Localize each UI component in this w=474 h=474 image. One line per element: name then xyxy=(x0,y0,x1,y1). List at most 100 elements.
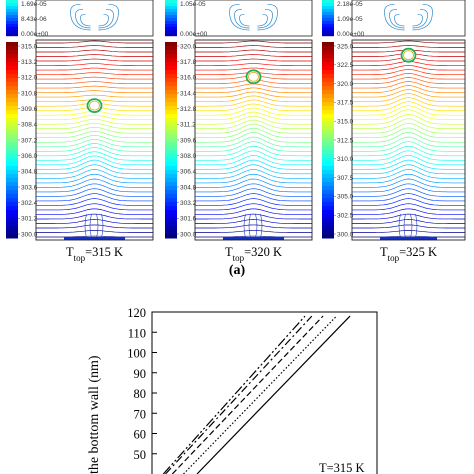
isotherm-line xyxy=(195,83,312,89)
vortex-streamline xyxy=(70,3,91,31)
line-chart: 50 60 70 80 90 100 110 120 n the bottom wall (nm… xyxy=(87,306,378,474)
vortex-streamline xyxy=(412,13,423,27)
colorbar-tick-label: 304.8 xyxy=(21,169,38,176)
bottom-heater xyxy=(380,237,437,240)
colorbar-cell xyxy=(6,226,18,231)
colorbar-cell xyxy=(165,78,177,83)
isotherms xyxy=(352,40,465,240)
isotherm-line xyxy=(36,155,153,166)
colorbar-cell xyxy=(165,90,177,95)
colorbar-tick-label: 300.0 xyxy=(180,231,197,238)
panel-p320: 1.05e-05 0.00e+00 320.0 317.8 316.0 314.4 312.… xyxy=(165,0,313,241)
colorbar-tick-label: 301.2 xyxy=(21,216,38,223)
caption-subscript: top xyxy=(388,253,400,263)
colorbar-cell xyxy=(6,206,18,211)
series-line-dashdot xyxy=(165,315,313,474)
small-colorbar-cell xyxy=(165,27,177,31)
colorbar-tick-label: 302.4 xyxy=(21,200,38,207)
colorbar-cell xyxy=(6,222,18,227)
colorbar-cell xyxy=(322,82,334,87)
colorbar-cell xyxy=(6,126,18,131)
colorbar-cell xyxy=(322,102,334,107)
vortex-streamline xyxy=(234,8,250,29)
colorbar-cell xyxy=(165,130,177,135)
isotherm-line xyxy=(36,76,153,80)
plume-line xyxy=(89,213,92,239)
small-colorbar-cell xyxy=(165,15,177,19)
colorbar-cell xyxy=(165,166,177,171)
isotherm-line xyxy=(36,85,153,89)
colorbar-cell xyxy=(6,174,18,179)
colorbar-cell xyxy=(165,182,177,187)
colorbar-cell xyxy=(322,214,334,219)
panel-captions: Ttop=315 K Ttop=320 K Ttop=325 K xyxy=(66,245,437,263)
colorbar-cell xyxy=(322,98,334,103)
small-colorbar-cell xyxy=(165,18,177,22)
small-colorbar-tick: 8.43e-06 xyxy=(21,16,47,23)
isotherm-line xyxy=(195,169,312,179)
small-colorbar-tick: 1.09e-05 xyxy=(337,16,363,23)
colorbar-cell xyxy=(165,134,177,139)
series-line-dashdot2 xyxy=(162,315,306,474)
isotherm-line xyxy=(195,95,312,103)
small-colorbar-cell xyxy=(6,6,18,10)
vortex-streamline xyxy=(239,13,250,27)
colorbar-tick-label: 316.0 xyxy=(180,75,197,82)
plume-line xyxy=(101,213,104,239)
colorbar-cell xyxy=(6,170,18,175)
colorbar-cell xyxy=(6,110,18,115)
plume-line xyxy=(255,213,258,239)
small-colorbar-cell xyxy=(322,24,334,28)
colorbar-tick-label: 325.0 xyxy=(337,43,354,50)
isotherm-line xyxy=(352,40,465,44)
colorbar-cell xyxy=(165,218,177,223)
colorbar-tick-label: 301.6 xyxy=(180,216,197,223)
small-colorbar-cell xyxy=(165,9,177,13)
isotherm-line xyxy=(195,173,312,184)
small-panel-frame xyxy=(35,0,154,37)
isotherm-line xyxy=(36,169,153,179)
isotherm-line xyxy=(36,139,153,148)
colorbar-tick-label: 312.8 xyxy=(180,106,197,113)
plume-line xyxy=(243,213,246,239)
isotherm-line xyxy=(352,97,465,107)
colorbar-cell xyxy=(165,190,177,195)
colorbar-cell xyxy=(322,90,334,95)
colorbar-cell xyxy=(6,58,18,63)
plume-line xyxy=(410,213,413,239)
isotherm-line xyxy=(352,73,465,80)
small-colorbar-grad xyxy=(6,0,18,37)
colorbar-cell xyxy=(322,186,334,191)
colorbar-cell xyxy=(322,142,334,147)
subfigure-label: (a) xyxy=(229,263,246,278)
small-colorbar-tick: 2.18e-05 xyxy=(337,1,363,8)
colorbar-cell xyxy=(6,42,18,47)
small-colorbar-cell xyxy=(6,15,18,19)
colorbar-cell xyxy=(165,74,177,79)
colorbar-cell xyxy=(6,150,18,155)
isotherm-line xyxy=(36,230,153,233)
colorbar-cell xyxy=(6,90,18,95)
small-colorbar-tick: 1.69e-05 xyxy=(21,1,47,8)
isotherm-line xyxy=(352,193,465,202)
colorbar-cell xyxy=(6,178,18,183)
isotherm-line xyxy=(195,103,312,112)
plume-line xyxy=(260,213,263,239)
vortex-streamline xyxy=(98,13,109,27)
vortex-streamline xyxy=(384,3,405,31)
colorbar-cell xyxy=(322,42,334,47)
isotherm-line xyxy=(36,126,153,134)
colorbar-cell xyxy=(322,110,334,115)
colorbar-cell xyxy=(165,42,177,47)
small-colorbar-cell xyxy=(6,30,18,34)
colorbar-cell xyxy=(322,58,334,63)
colorbar-cell xyxy=(6,106,18,111)
colorbar-tick-label: 308.0 xyxy=(180,153,197,160)
small-colorbar-cell xyxy=(322,9,334,13)
isotherm-line xyxy=(352,155,465,166)
colorbar-cell xyxy=(322,154,334,159)
colorbar-cell xyxy=(322,150,334,155)
isotherm-line xyxy=(195,111,312,121)
small-colorbar-cell xyxy=(165,0,177,4)
caption-value: =325 K xyxy=(399,245,437,259)
